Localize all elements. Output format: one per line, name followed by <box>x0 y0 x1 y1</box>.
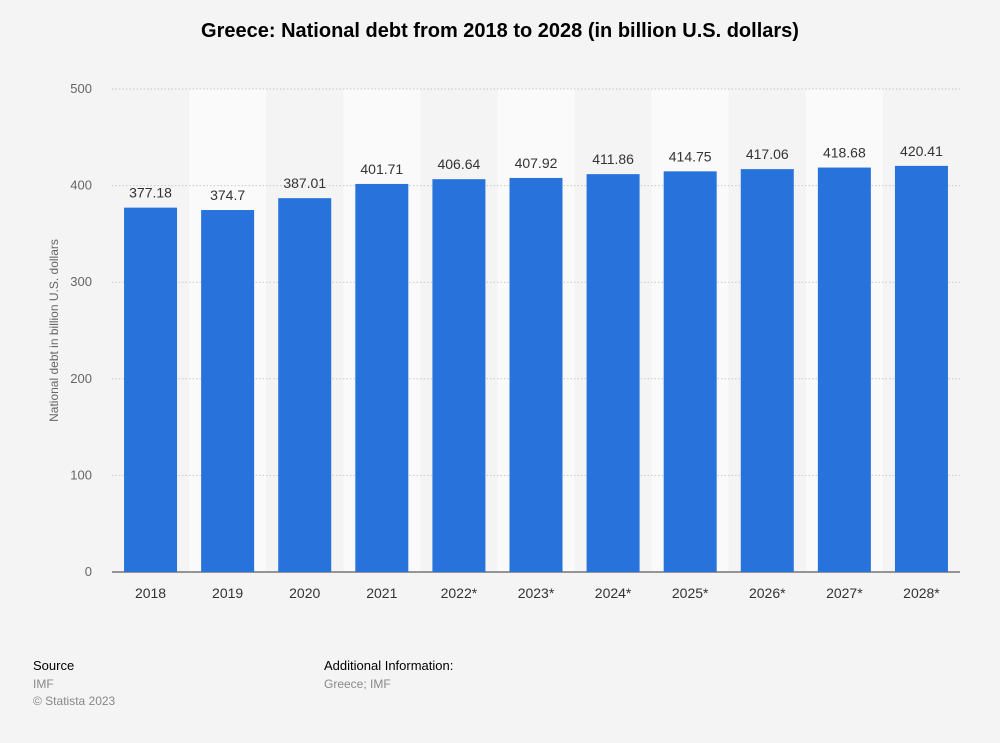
data-label: 411.86 <box>592 151 634 167</box>
bar <box>586 174 640 572</box>
bar <box>817 167 871 572</box>
y-tick-label: 0 <box>85 564 92 579</box>
y-tick-label: 100 <box>70 467 92 482</box>
y-tick-label: 300 <box>70 274 92 289</box>
data-label: 417.06 <box>746 146 789 162</box>
x-tick-label: 2023* <box>518 585 555 601</box>
data-label: 377.18 <box>129 185 172 201</box>
data-label: 401.71 <box>360 161 403 177</box>
bar <box>509 177 563 572</box>
data-label: 387.01 <box>283 175 326 191</box>
data-label: 374.7 <box>210 187 245 203</box>
data-label: 418.68 <box>823 145 866 161</box>
x-tick-label: 2022* <box>441 585 478 601</box>
source-heading: Source <box>33 658 75 673</box>
data-label: 414.75 <box>669 148 712 164</box>
source-block: Source IMF © Statista 2023 <box>33 658 115 710</box>
copyright: © Statista 2023 <box>33 694 116 708</box>
bar-chart: 0 100 200 300 400 500 National debt in billion… <box>47 81 960 601</box>
x-tick-label: 2018 <box>135 585 166 601</box>
source-name: IMF <box>33 677 54 691</box>
data-label: 406.64 <box>437 156 480 172</box>
y-axis-title: National debt in billion U.S. dollars <box>47 239 61 422</box>
x-tick-label: 2025* <box>672 585 709 601</box>
chart-title: Greece: National debt from 2018 to 2028 … <box>201 20 799 42</box>
x-tick-label: 2026* <box>749 585 786 601</box>
bar <box>278 198 332 572</box>
y-tick-label: 500 <box>70 81 92 96</box>
additional-info-text: Greece; IMF <box>324 677 391 691</box>
bar <box>432 179 486 572</box>
x-tick-label: 2021 <box>366 585 397 601</box>
x-tick-label: 2020 <box>289 585 320 601</box>
bar <box>201 210 255 572</box>
data-label: 407.92 <box>515 155 558 171</box>
data-label: 420.41 <box>900 143 943 159</box>
x-tick-label: 2027* <box>826 585 863 601</box>
bar <box>663 171 717 572</box>
y-tick-label: 400 <box>70 178 92 193</box>
y-tick-label: 200 <box>70 371 92 386</box>
additional-info-block: Additional Information: Greece; IMF <box>324 658 453 693</box>
x-tick-label: 2024* <box>595 585 632 601</box>
x-tick-label: 2019 <box>212 585 243 601</box>
x-tick-label: 2028* <box>903 585 940 601</box>
bar <box>894 165 948 572</box>
bar <box>124 207 178 573</box>
bar <box>355 183 409 573</box>
additional-info-heading: Additional Information: <box>324 658 454 673</box>
bar <box>740 169 794 572</box>
